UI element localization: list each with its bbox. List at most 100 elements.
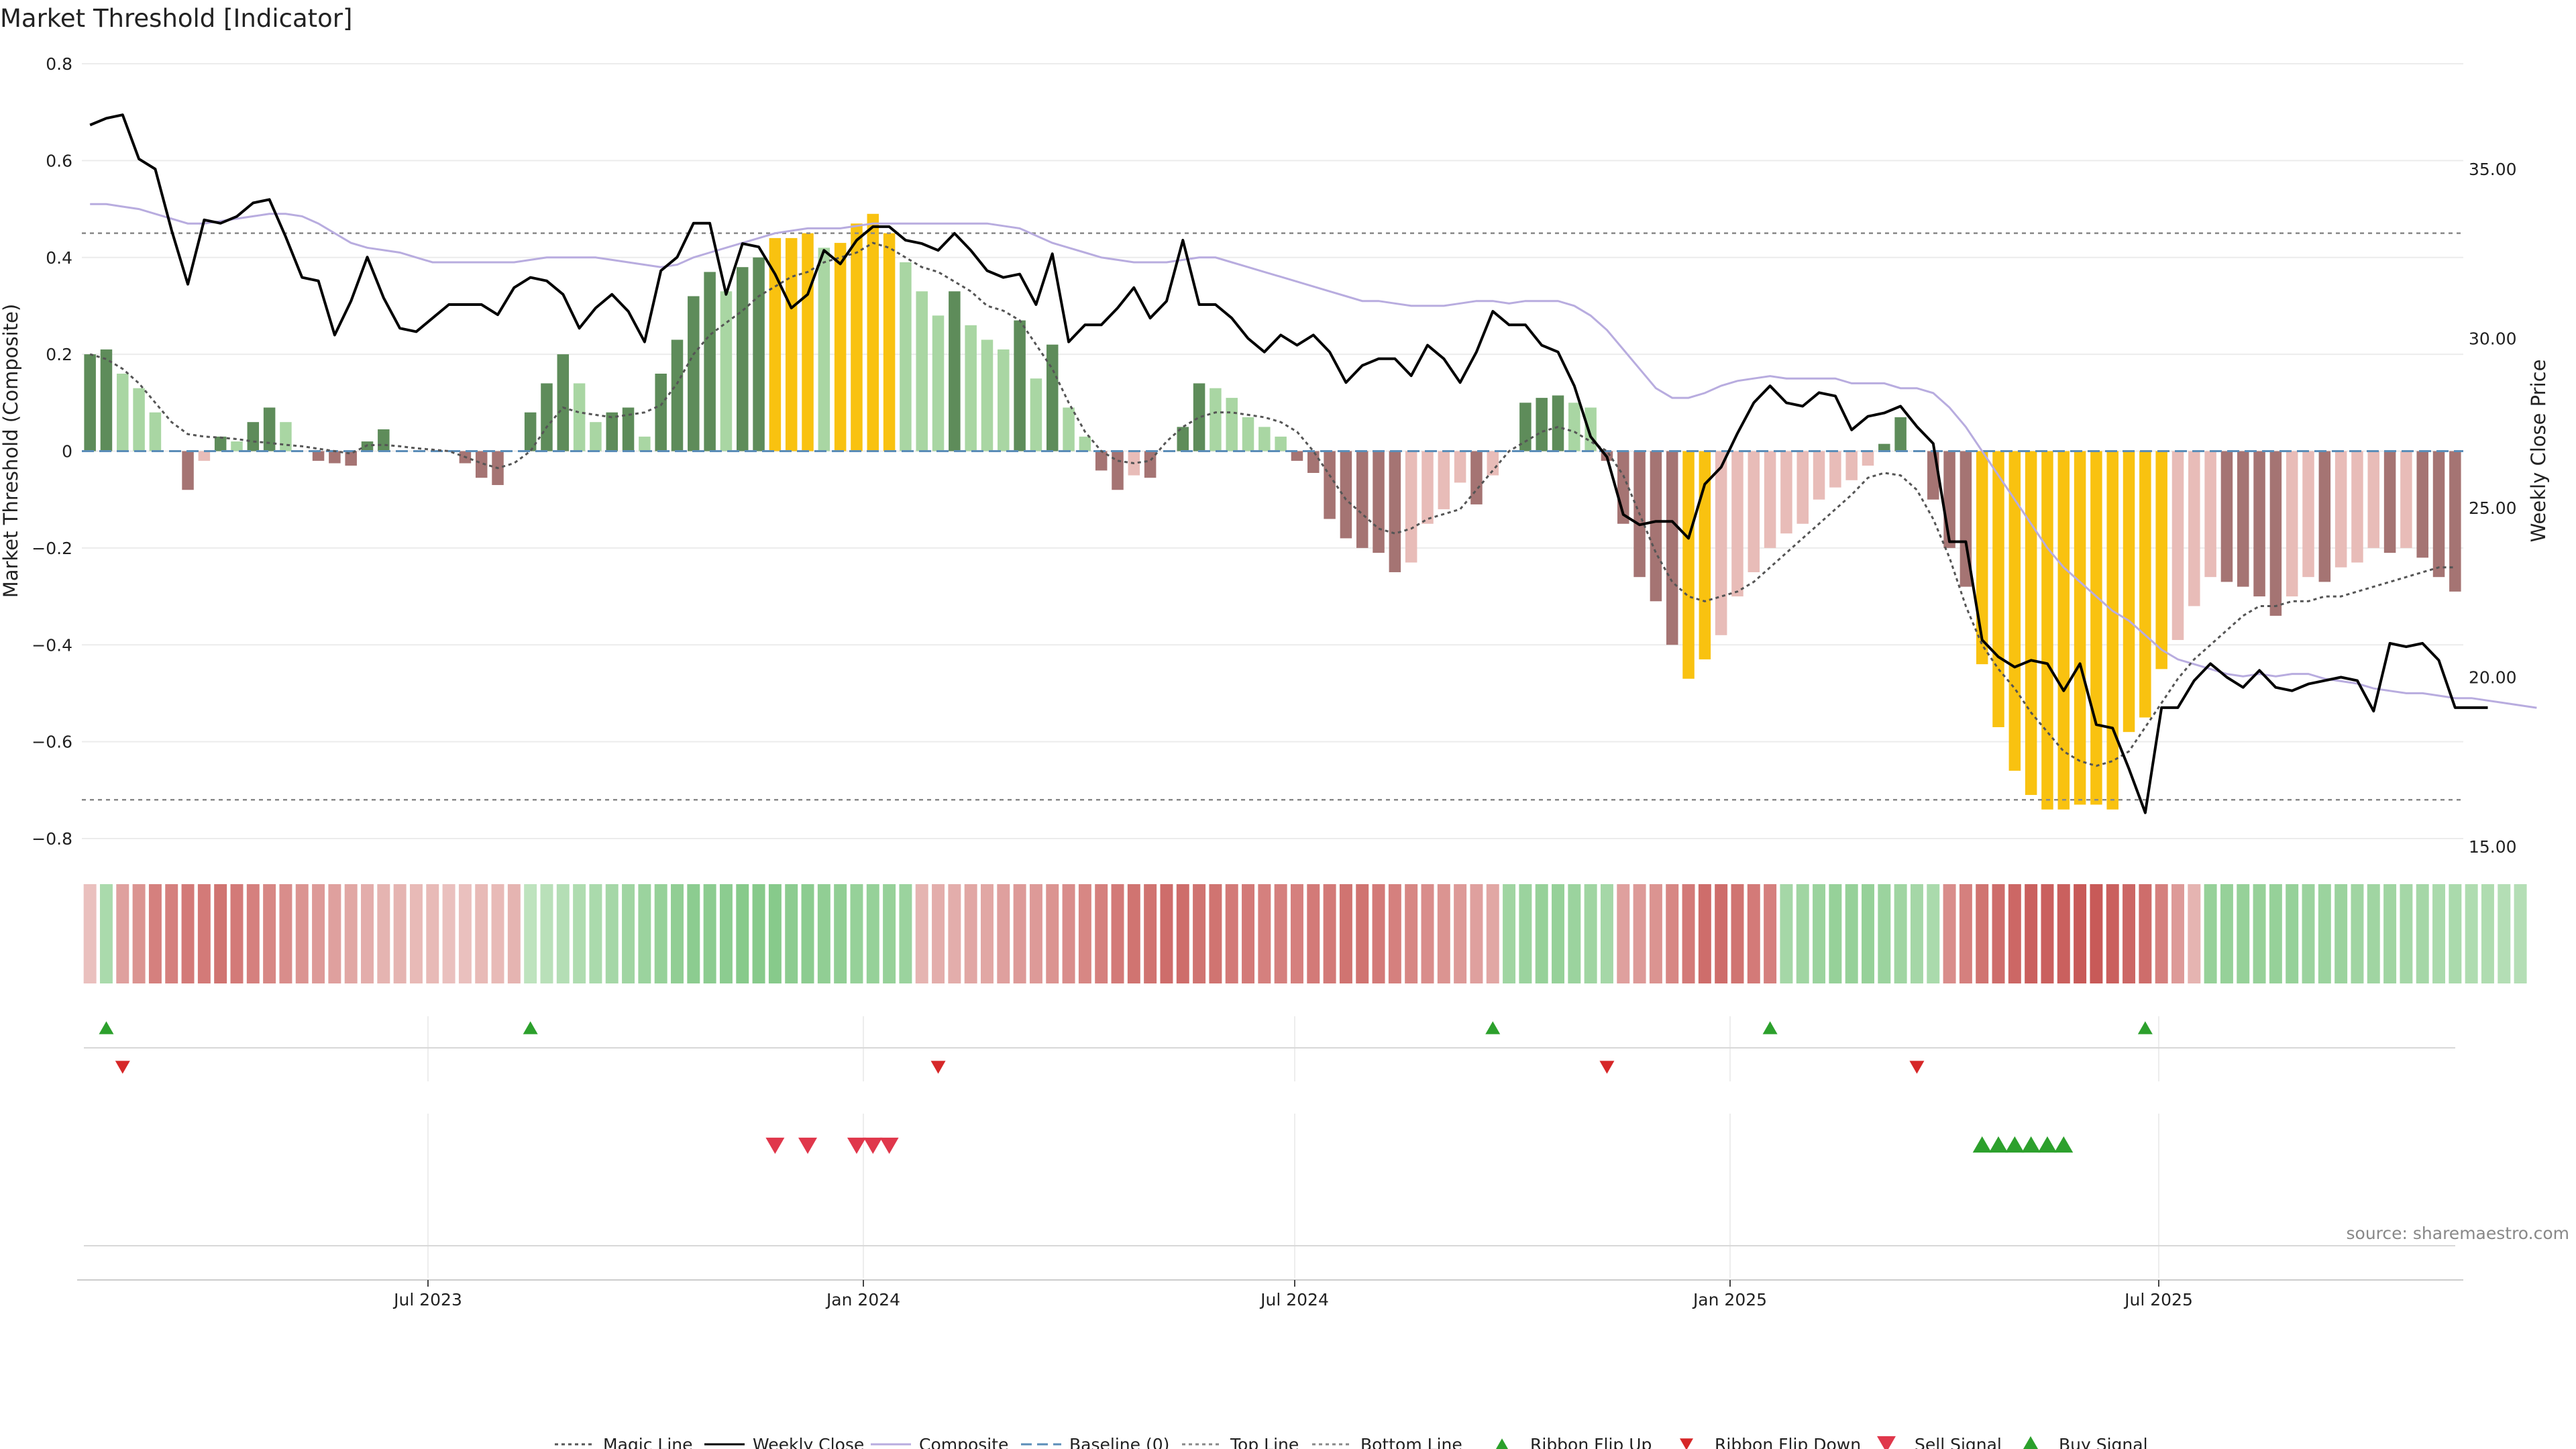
- composite-bar: [688, 296, 700, 451]
- composite-bar: [2188, 451, 2200, 606]
- ribbon-cell: [622, 884, 635, 983]
- ribbon-cell: [1976, 884, 1989, 983]
- composite-bar: [2237, 451, 2249, 587]
- ribbon-cell: [361, 884, 374, 983]
- composite-bar: [1095, 451, 1108, 471]
- ribbon-cell: [442, 884, 455, 983]
- ribbon-cell: [2008, 884, 2021, 983]
- ribbon-cell: [2318, 884, 2331, 983]
- composite-bar: [557, 354, 570, 451]
- ribbon-cell: [1062, 884, 1075, 983]
- ribbon-cell: [1666, 884, 1679, 983]
- composite-bar: [2334, 451, 2347, 568]
- composite-bar: [2318, 451, 2331, 582]
- ribbon-cell: [1046, 884, 1059, 983]
- ribbon-cell: [1193, 884, 1206, 983]
- ribbon-cell: [768, 884, 782, 983]
- ribbon-cell: [1437, 884, 1450, 983]
- legend-label: Buy Signal: [2059, 1435, 2148, 1449]
- composite-bar: [655, 374, 667, 451]
- composite-bar: [1829, 451, 1841, 488]
- ribbon-cell: [687, 884, 700, 983]
- ribbon-cell: [1095, 884, 1108, 983]
- legend-symbol: [1877, 1436, 1896, 1449]
- composite-bar: [2123, 451, 2135, 733]
- composite-bar: [1014, 320, 1026, 451]
- composite-bar: [1650, 451, 1662, 602]
- composite-bar: [1405, 451, 1417, 563]
- ribbon-cell: [279, 884, 292, 983]
- composite-bar: [2269, 451, 2282, 616]
- ribbon-cell: [1258, 884, 1271, 983]
- composite-bar: [1210, 388, 1222, 451]
- ribbon-cell: [2090, 884, 2103, 983]
- composite-bar: [1226, 398, 1238, 451]
- legend-item: Sell Signal: [1877, 1435, 2002, 1449]
- composite-bar: [1552, 395, 1564, 451]
- composite-bar: [378, 429, 390, 451]
- ribbon-cell: [801, 884, 814, 983]
- composite-bar: [949, 291, 961, 451]
- ribbon-cell: [1600, 884, 1613, 983]
- legend-item: Magic Line: [555, 1435, 693, 1449]
- ribbon-cell: [1698, 884, 1711, 983]
- composite-bar: [1470, 451, 1483, 504]
- legend-label: Magic Line: [603, 1435, 693, 1449]
- composite-bar: [149, 412, 162, 451]
- ribbon-cell: [948, 884, 961, 983]
- ribbon-cell: [214, 884, 227, 983]
- ribbon-cell: [2123, 884, 2136, 983]
- ribbon-cell: [2432, 884, 2446, 983]
- composite-bar: [720, 291, 733, 451]
- composite-bar: [198, 451, 211, 461]
- composite-bar: [998, 349, 1010, 451]
- ribbon-cell: [524, 884, 537, 983]
- ribbon-cell: [1780, 884, 1793, 983]
- ribbon-cell: [328, 884, 341, 983]
- composite-bar: [573, 383, 586, 451]
- ribbon-cell: [2481, 884, 2494, 983]
- ribbon-cell: [2220, 884, 2233, 983]
- composite-bar: [590, 422, 602, 451]
- legend-item: Baseline (0): [1021, 1435, 1169, 1449]
- ribbon-cell: [1845, 884, 1858, 983]
- composite-bar: [900, 262, 912, 451]
- ribbon-cell: [1829, 884, 1842, 983]
- ribbon-cell: [1323, 884, 1336, 983]
- ribbon-cell: [1552, 884, 1564, 983]
- legend-label: Top Line: [1230, 1435, 1299, 1449]
- ribbon-cell: [1992, 884, 2005, 983]
- ribbon-cell: [589, 884, 602, 983]
- ribbon-cell: [165, 884, 178, 983]
- composite-bar: [475, 451, 488, 478]
- composite-bar: [1976, 451, 1988, 665]
- ribbon-cell: [377, 884, 390, 983]
- composite-bar: [916, 291, 928, 451]
- composite-bar: [2286, 451, 2298, 597]
- buy-signal-marker: [2005, 1136, 2025, 1153]
- ribbon-cell: [2253, 884, 2266, 983]
- ribbon-cell: [2025, 884, 2038, 983]
- ribbon-cell: [458, 884, 472, 983]
- composite-bar: [1536, 398, 1548, 451]
- ribbon-cell: [1160, 884, 1173, 983]
- ribbon-cell: [83, 884, 97, 983]
- ribbon-cell: [475, 884, 488, 983]
- legend-item: Weekly Close: [704, 1435, 864, 1449]
- ribbon-cell: [1388, 884, 1401, 983]
- ribbon-cell: [1927, 884, 1940, 983]
- composite-bar: [1487, 451, 1499, 476]
- composite-bar: [1193, 383, 1205, 451]
- legend-item: Ribbon Flip Up: [1495, 1435, 1652, 1449]
- composite-bar: [2074, 451, 2086, 805]
- composite-bar: [2090, 451, 2102, 805]
- composite-bar: [1421, 451, 1434, 524]
- composite-bar: [2302, 451, 2314, 578]
- ribbon-cell: [671, 884, 684, 983]
- composite-bars: [84, 213, 2461, 810]
- ribbon-cell: [393, 884, 407, 983]
- composite-bar: [182, 451, 194, 490]
- ribbon-cell: [703, 884, 716, 983]
- ribbon-cell: [1290, 884, 1303, 983]
